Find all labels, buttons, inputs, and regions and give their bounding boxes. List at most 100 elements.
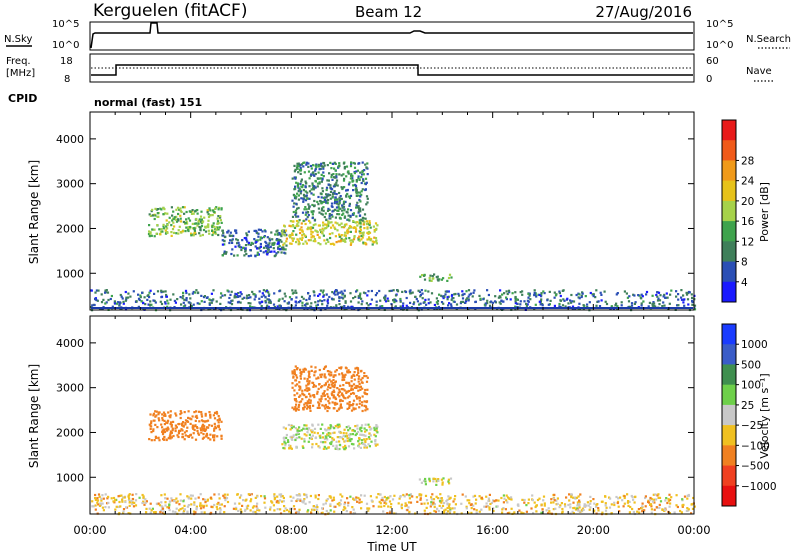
echo-cell <box>94 493 97 497</box>
echo-cell <box>327 426 330 429</box>
echo-cell <box>354 295 357 298</box>
echo-cell <box>534 303 537 306</box>
echo-cell <box>96 299 99 302</box>
echo-cell <box>301 211 305 214</box>
echo-cell <box>319 299 322 302</box>
echo-cell <box>339 291 342 294</box>
echo-cell <box>415 496 418 499</box>
echo-cell <box>325 447 328 450</box>
echo-cell <box>342 162 345 165</box>
echo-cell <box>570 496 573 499</box>
echo-cell <box>318 398 321 401</box>
echo-cell <box>200 300 203 303</box>
echo-cell <box>353 511 357 514</box>
echo-cell <box>357 496 360 500</box>
echo-cell <box>651 500 654 503</box>
echo-cell <box>202 498 205 501</box>
echo-cell <box>333 190 336 193</box>
echo-cell <box>356 224 359 227</box>
echo-cell <box>561 507 564 511</box>
echo-cell <box>581 507 584 510</box>
echo-cell <box>288 224 291 227</box>
echo-cell <box>171 214 174 217</box>
echo-cell <box>317 497 320 501</box>
echo-cell <box>314 164 317 167</box>
echo-cell <box>321 187 324 190</box>
echo-cell <box>425 499 429 502</box>
echo-cell <box>320 165 324 168</box>
echo-cell <box>339 367 342 370</box>
echo-cell <box>369 239 372 242</box>
echo-cell <box>156 208 159 211</box>
echo-cell <box>369 434 372 437</box>
echo-cell <box>267 248 270 251</box>
echo-cell <box>124 290 127 294</box>
echo-cell <box>204 420 207 423</box>
echo-cell <box>599 291 602 294</box>
echo-cell <box>516 302 519 305</box>
echo-cell <box>361 219 364 222</box>
echo-cell <box>211 209 215 212</box>
echo-cell <box>352 226 355 230</box>
echo-cell <box>258 509 261 512</box>
echo-cell <box>622 505 625 508</box>
echo-cell <box>449 496 452 499</box>
echo-cell <box>188 219 192 222</box>
echo-cell <box>342 173 345 176</box>
echo-cell <box>267 291 270 294</box>
echo-cell <box>286 439 290 442</box>
echo-cell <box>128 504 131 507</box>
echo-cell <box>478 294 481 297</box>
echo-cell <box>223 294 227 297</box>
echo-cell <box>447 478 450 481</box>
echo-cell <box>218 503 221 506</box>
echo-cell <box>403 495 406 498</box>
echo-cell <box>506 292 509 296</box>
echo-cell <box>449 508 452 511</box>
echo-cell <box>543 504 546 507</box>
echo-cell <box>623 502 626 505</box>
echo-cell <box>221 229 224 232</box>
echo-cell <box>428 478 431 481</box>
freq-right-tick-top: 60 <box>706 56 719 67</box>
echo-cell <box>321 511 324 514</box>
echo-cell <box>335 369 338 372</box>
echo-cell <box>375 496 378 499</box>
echo-cell <box>314 186 317 189</box>
echo-cell <box>273 498 276 501</box>
echo-cell <box>186 222 189 225</box>
echo-cell <box>691 507 695 510</box>
echo-cell <box>338 395 341 398</box>
echo-cell <box>196 224 199 227</box>
echo-cell <box>221 239 224 242</box>
echo-cell <box>157 436 160 439</box>
echo-cell <box>487 497 490 500</box>
echo-cell <box>336 200 339 203</box>
echo-cell <box>109 297 112 301</box>
echo-cell <box>335 304 338 307</box>
echo-cell <box>355 403 358 406</box>
echo-cell <box>290 426 294 430</box>
echo-cell <box>303 308 306 311</box>
echo-cell <box>527 498 530 501</box>
echo-cell <box>378 500 381 503</box>
echo-cell <box>165 427 168 430</box>
echo-cell <box>302 499 305 502</box>
echo-cell <box>295 436 298 440</box>
echo-cell <box>266 298 269 301</box>
echo-cell <box>636 510 639 513</box>
echo-cell <box>320 162 323 165</box>
echo-cell <box>335 241 338 244</box>
echo-cell <box>339 493 342 496</box>
echo-cell <box>571 300 574 303</box>
echo-cell <box>147 232 151 236</box>
echo-cell <box>177 219 180 222</box>
echo-cell <box>293 170 296 173</box>
echo-cell <box>318 368 321 372</box>
echo-cell <box>325 201 328 204</box>
echo-cell <box>131 493 134 496</box>
echo-cell <box>418 493 421 496</box>
echo-cell <box>121 500 124 503</box>
echo-cell <box>506 496 510 499</box>
